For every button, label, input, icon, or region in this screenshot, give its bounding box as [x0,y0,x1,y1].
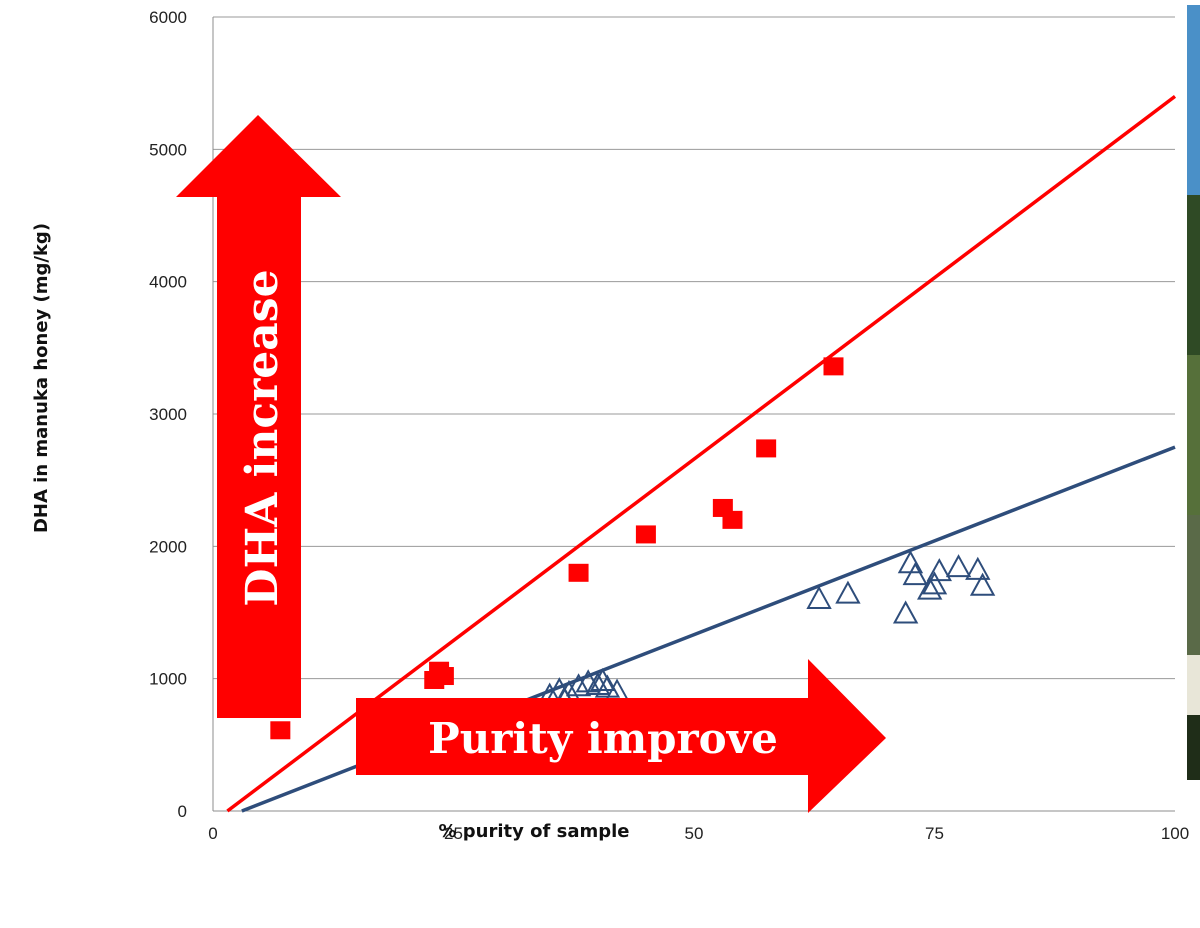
point-series-1-20 [969,572,996,596]
y-tick-label-1: 1000 [149,670,187,689]
point-series-1-18 [945,554,972,578]
y-axis-title: DHA in manuka honey (mg/kg) [31,223,52,533]
x-axis-title: % purity of sample [439,821,630,842]
point-series-0-9 [823,357,844,376]
trendline-series-0 [226,95,1177,813]
y-tick-label-5: 5000 [149,140,187,159]
x-tick-label-2: 50 [685,824,704,843]
point-series-1-7 [589,667,616,691]
y-tick-label-3: 3000 [149,405,187,424]
point-series-0-5 [635,525,656,544]
point-series-0-3 [433,667,454,686]
point-series-1-4 [565,673,592,697]
point-series-1-17 [926,558,953,582]
x-tick-label-0: 0 [208,824,217,843]
point-series-1-11 [835,580,861,604]
y-tick-label-6: 6000 [149,8,187,27]
axes: 0 1000 2000 3000 4000 5000 6000 0 25 50 75 100 [149,8,1189,843]
gridlines [213,16,1175,812]
y-tick-label-4: 4000 [149,273,187,292]
y-tick-label-2: 2000 [149,537,187,556]
point-series-1-14 [902,562,928,586]
y-tick-label-0: 0 [178,802,187,821]
purity-improve-arrow [356,659,886,813]
photo-fragment [1187,5,1200,780]
point-series-0-0 [270,721,291,740]
point-series-0-7 [722,510,743,529]
point-series-0-4 [568,563,589,582]
annotations: DHA increase Purity improve [176,115,886,813]
x-tick-label-4: 100 [1161,824,1189,843]
dha-increase-arrow [176,115,341,718]
point-series-0-8 [756,439,777,458]
purity-improve-label: Purity improve [428,714,778,763]
point-series-1-15 [916,576,943,600]
x-tick-label-1: 25 [444,824,463,843]
data-points [270,357,996,740]
x-tick-label-3: 75 [925,824,944,843]
point-series-1-16 [921,571,948,595]
point-series-1-12 [892,600,919,624]
dha-increase-label: DHA increase [237,269,288,606]
point-series-1-10 [806,585,832,609]
point-series-1-19 [965,556,991,580]
